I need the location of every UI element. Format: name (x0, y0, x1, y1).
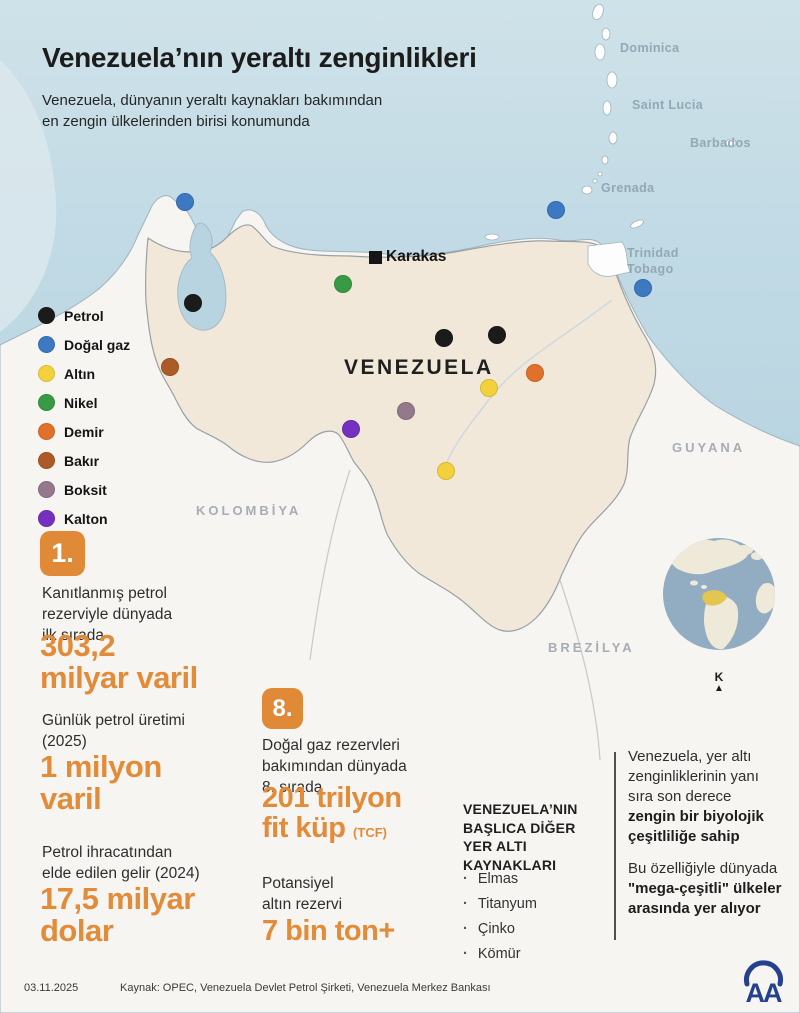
dogalgaz-dot-icon (38, 336, 55, 353)
border-line (559, 579, 601, 761)
text-run: Venezuela, yer altı zenginliklerinin yan… (628, 748, 759, 805)
label-kolombiya: KOLOMBİYA (196, 503, 302, 518)
text-run-bold: "mega-çeşitli" ülkeler arasında yer alıy… (628, 879, 782, 917)
legend-label: Demir (64, 423, 104, 440)
kalton-dot-icon (38, 510, 55, 527)
list-item: Çinko (463, 916, 537, 941)
daily-production-label: Günlük petrol üretimi (2025) (42, 712, 186, 750)
label-barbados: Barbados (690, 136, 751, 150)
gold-reserve-value: 7 bin ton+ (262, 915, 395, 947)
north-arrow-icon: ▲ (714, 683, 724, 694)
footer-date: 03.11.2025 (24, 982, 79, 994)
map-dot-do-al-gaz (634, 279, 652, 297)
text-run-bold: zengin bir biyolojik çeşitliliğe sahip (628, 807, 764, 845)
page-subtitle: Venezuela, dünyanın yeraltı kaynakları b… (42, 92, 383, 130)
altin-dot-icon (38, 365, 55, 382)
export-income-label: Petrol ihracatından elde edilen gelir (2… (42, 844, 200, 882)
capital-name: Karakas (386, 248, 447, 265)
list-item: Kömür (463, 941, 537, 966)
gas-reserve-desc: Doğal gaz rezervleri bakımından dünyada … (262, 737, 407, 796)
label-saint-lucia: Saint Lucia (632, 98, 704, 112)
svg-text:AA: AA (746, 978, 782, 1008)
map-dot-alt-n (437, 462, 455, 480)
map-dot-demir (526, 364, 544, 382)
legend-item-altin: Altın (38, 359, 130, 388)
legend-item-dogalgaz: Doğal gaz (38, 330, 130, 359)
map-dot-kalton (342, 420, 360, 438)
legend-label: Doğal gaz (64, 336, 131, 353)
globe-inset (663, 538, 775, 650)
map-dot-alt-n (480, 379, 498, 397)
map-dot-petrol (184, 294, 202, 312)
legend-label: Kalton (64, 510, 108, 527)
demir-dot-icon (38, 423, 55, 440)
nikel-dot-icon (38, 394, 55, 411)
label-brezilya: BREZİLYA (548, 640, 635, 655)
bakir-dot-icon (38, 452, 55, 469)
legend-item-demir: Demir (38, 417, 130, 446)
shallow-water (0, 60, 57, 332)
rank-badge-1: 1. (40, 531, 85, 576)
biodiversity-paragraph-1: Venezuela, yer altı zenginliklerinin yan… (628, 747, 783, 847)
label-guyana: GUYANA (672, 440, 746, 455)
daily-production-value: 1 milyon varil (40, 749, 162, 817)
label-venezuela: VENEZUELA (344, 356, 494, 379)
gold-reserve-label: Potansiyel altın rezervi (262, 875, 343, 913)
legend-item-boksit: Boksit (38, 475, 130, 504)
text-run: Bu özelliğiyle dünyada (628, 859, 778, 877)
border-line (309, 469, 351, 661)
map-dot-do-al-gaz (176, 193, 194, 211)
map-dot-nikel (334, 275, 352, 293)
biodiversity-note: Venezuela, yer altı zenginliklerinin yan… (628, 747, 783, 931)
list-item: Titanyum (463, 891, 537, 916)
map-dot-petrol (435, 329, 453, 347)
capital-square-icon (369, 250, 382, 264)
globe-venezuela-highlight (702, 590, 727, 606)
oil-reserve-desc: Kanıtlanmış petrol rezerviyle dünyada il… (42, 585, 173, 644)
aa-agency-logo: AA (744, 960, 784, 1008)
vertical-divider (614, 752, 616, 940)
legend-label: Altın (64, 365, 96, 382)
label-dominica: Dominica (620, 41, 680, 55)
island-shapes (484, 3, 737, 277)
oil-reserve-value: 303,2 milyar varil (40, 628, 198, 696)
gas-reserve-number: 201 trilyon fit küp (262, 782, 402, 845)
label-grenada: Grenada (601, 181, 655, 195)
map-dot-boksit (397, 402, 415, 420)
map-dot-do-al-gaz (547, 201, 565, 219)
legend-label: Boksit (64, 481, 107, 498)
legend-item-kalton: Kalton (38, 504, 130, 533)
petrol-dot-icon (38, 307, 55, 324)
legend-label: Bakır (64, 452, 100, 469)
legend-label: Petrol (64, 307, 104, 324)
compass-north: K ▲ (705, 671, 733, 694)
list-item: Elmas (463, 866, 537, 891)
gas-reserve-value: 201 trilyon fit küp (TCF) (262, 783, 452, 843)
biodiversity-paragraph-2: Bu özelliğiyle dünyada "mega-çeşitli" ül… (628, 859, 783, 919)
legend-label: Nikel (64, 394, 98, 411)
boksit-dot-icon (38, 481, 55, 498)
export-income-value: 17,5 milyar dolar (40, 881, 195, 949)
gas-reserve-unit: (TCF) (353, 825, 387, 841)
page-title: Venezuela’nın yeraltı zenginlikleri (42, 42, 477, 73)
map-dot-petrol (488, 326, 506, 344)
legend-item-petrol: Petrol (38, 301, 130, 330)
capital-marker: Karakas (369, 248, 446, 266)
footer-source: Kaynak: OPEC, Venezuela Devlet Petrol Şi… (120, 982, 491, 994)
other-resources-list: Elmas Titanyum Çinko Kömür (463, 866, 537, 966)
legend-item-bakir: Bakır (38, 446, 130, 475)
legend: Petrol Doğal gaz Altın Nikel Demir Bakır… (38, 301, 130, 533)
map-dot-bak-r (161, 358, 179, 376)
venezuela-shape (145, 224, 657, 632)
rank-badge-8: 8. (262, 688, 303, 729)
other-resources-heading: VENEZUELA’NIN BAŞLICA DİĞER YER ALTI KAY… (463, 801, 578, 873)
label-trinidad-tobago: Trinidad Tobago (627, 246, 679, 276)
legend-item-nikel: Nikel (38, 388, 130, 417)
compass-letter: K (714, 670, 724, 684)
